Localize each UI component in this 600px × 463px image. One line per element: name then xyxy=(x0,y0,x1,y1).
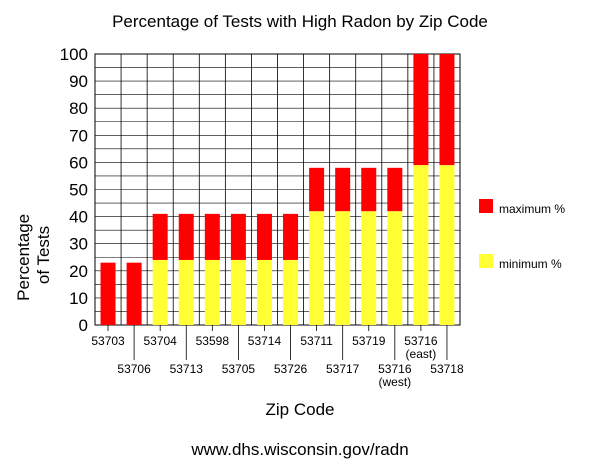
bar-minimum-5 xyxy=(230,259,246,325)
bar-maximum-13 xyxy=(439,54,455,166)
x-tick-label: 53713 xyxy=(170,362,204,376)
x-tick-label: 53704 xyxy=(143,334,177,348)
bar-maximum-9 xyxy=(335,167,351,212)
x-tick-label: 53703 xyxy=(91,334,125,348)
bar-minimum-3 xyxy=(178,259,194,325)
legend-label-maximum: maximum % xyxy=(499,202,565,216)
x-tick-label-line: 53706 xyxy=(117,362,151,376)
chart-title: Percentage of Tests with High Radon by Z… xyxy=(112,12,488,31)
x-tick-label: 53711 xyxy=(300,334,333,348)
bar-minimum-12 xyxy=(413,165,429,325)
y-tick-label: 50 xyxy=(69,181,88,200)
bar-minimum-8 xyxy=(309,211,325,325)
x-tick-label-line: 53718 xyxy=(430,362,464,376)
x-tick-label: 53598 xyxy=(196,334,230,348)
x-tick-label-line: 53704 xyxy=(143,334,177,348)
bar-maximum-11 xyxy=(387,167,403,212)
legend-swatch-maximum xyxy=(479,199,493,213)
x-tick-label-line: 53716 xyxy=(378,362,412,376)
y-tick-label: 10 xyxy=(69,289,88,308)
y-axis-label-line-1: Percentage xyxy=(14,214,33,301)
legend-swatch-minimum xyxy=(479,254,493,268)
x-tick-label: 53726 xyxy=(274,362,308,376)
bar-minimum-11 xyxy=(387,211,403,325)
legend-label-minimum: minimum % xyxy=(499,257,562,271)
bar-maximum-6 xyxy=(256,213,272,260)
x-tick-label-line: (east) xyxy=(406,347,437,361)
bar-minimum-9 xyxy=(335,211,351,325)
y-tick-label: 20 xyxy=(69,262,88,281)
x-tick-label: 53714 xyxy=(248,334,282,348)
x-tick-label-line: 53711 xyxy=(300,334,333,348)
plot-frame xyxy=(94,53,461,326)
x-tick-label: 53718 xyxy=(430,362,464,376)
x-tick-label: 53717 xyxy=(326,362,360,376)
bar-minimum-2 xyxy=(152,259,168,325)
bar-maximum-1 xyxy=(126,262,142,325)
legend: maximum % minimum % xyxy=(479,199,565,271)
x-tick-label-line: 53726 xyxy=(274,362,308,376)
x-tick-label-line: 53713 xyxy=(170,362,204,376)
x-tick-label: 53706 xyxy=(117,362,151,376)
bar-minimum-13 xyxy=(439,165,455,325)
y-tick-label: 100 xyxy=(60,45,88,64)
bar-minimum-6 xyxy=(256,259,272,325)
y-axis-label-line-2: of Tests xyxy=(34,226,53,284)
bar-minimum-7 xyxy=(283,259,299,325)
gridlines xyxy=(94,53,461,326)
source-url: www.dhs.wisconsin.gov/radn xyxy=(190,440,408,459)
x-tick-label-line: 53717 xyxy=(326,362,360,376)
bar-maximum-10 xyxy=(361,167,377,212)
y-tick-label: 60 xyxy=(69,153,88,172)
bar-maximum-0 xyxy=(100,262,116,325)
y-tick-labels: 0 10 20 30 40 50 60 70 80 90 100 xyxy=(60,45,88,335)
x-tick-label-line: 53705 xyxy=(222,362,256,376)
x-tick-label-line: 53703 xyxy=(91,334,125,348)
y-tick-label: 40 xyxy=(69,208,88,227)
x-tick-label: 53705 xyxy=(222,362,256,376)
x-axis-label: Zip Code xyxy=(266,400,335,419)
bars xyxy=(100,54,455,325)
y-axis-label: Percentage of Tests xyxy=(14,209,53,301)
y-tick-label: 30 xyxy=(69,235,88,254)
bar-maximum-7 xyxy=(283,213,299,260)
bar-maximum-3 xyxy=(178,213,194,260)
x-tick-label: 53716 (east) xyxy=(404,334,438,361)
x-tick-labels: 53703 53706 53704 53713 53598 53705 53714 53726… xyxy=(91,325,464,389)
bar-maximum-2 xyxy=(152,213,168,260)
x-tick-label-line: 53719 xyxy=(352,334,386,348)
bar-maximum-5 xyxy=(230,213,246,260)
bar-minimum-10 xyxy=(361,211,377,325)
bar-maximum-8 xyxy=(309,167,325,212)
x-tick-label-line: (west) xyxy=(378,375,411,389)
x-tick-label: 53719 xyxy=(352,334,386,348)
x-tick-label-line: 53598 xyxy=(196,334,230,348)
x-tick-label: 53716 (west) xyxy=(378,362,412,389)
y-tick-label: 90 xyxy=(69,72,88,91)
x-tick-label-line: 53714 xyxy=(248,334,282,348)
bar-minimum-4 xyxy=(204,259,220,325)
y-tick-label: 70 xyxy=(69,126,88,145)
y-tick-label: 80 xyxy=(69,99,88,118)
bar-maximum-4 xyxy=(204,213,220,260)
x-tick-label-line: 53716 xyxy=(404,334,438,348)
y-tick-label: 0 xyxy=(79,316,88,335)
bar-maximum-12 xyxy=(413,54,429,166)
